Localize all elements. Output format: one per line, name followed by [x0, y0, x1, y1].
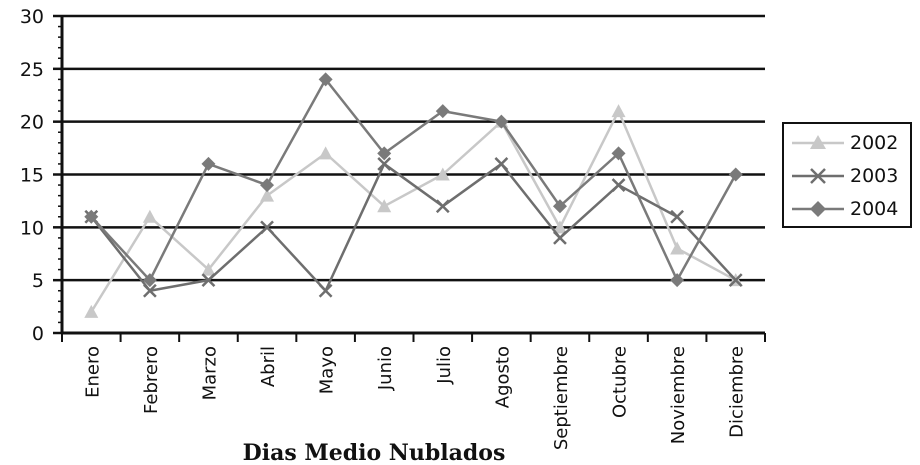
data-point	[142, 273, 157, 288]
data-point	[318, 283, 333, 298]
marker-stroke	[494, 157, 509, 171]
x-tick-label: Junio	[375, 346, 396, 391]
data-point	[260, 178, 275, 193]
data-point	[201, 273, 216, 288]
diamond-marker-icon	[792, 201, 844, 217]
data-point	[84, 209, 99, 224]
data-point	[670, 273, 685, 288]
data-point	[201, 262, 216, 276]
legend: 2002 2003 2004	[782, 122, 912, 228]
x-tick-label: Mayo	[317, 346, 338, 394]
data-point	[318, 72, 333, 87]
data-point	[611, 104, 626, 118]
legend-label: 2002	[850, 132, 899, 154]
data-point	[435, 199, 450, 214]
data-point	[728, 273, 743, 288]
data-point	[142, 209, 157, 223]
y-tick-label: 30	[20, 6, 44, 28]
marker-stroke	[201, 273, 216, 288]
data-point	[553, 231, 567, 245]
series-2004	[84, 72, 743, 288]
x-tick-labels: Enero Febrero Marzo Abril Mayo Junio Julio Agos…	[82, 346, 747, 450]
y-tick-label: 15	[20, 165, 44, 187]
data-point	[377, 146, 392, 161]
marker-stroke	[318, 283, 333, 298]
series-line	[90, 78, 737, 282]
data-point	[728, 167, 743, 182]
legend-label: 2004	[850, 198, 899, 220]
chart-title: Dias Medio Nublados	[243, 440, 506, 465]
marker-stroke	[611, 178, 626, 192]
legend-item-2002: 2002	[784, 128, 910, 158]
data-point	[377, 199, 392, 213]
data-point	[611, 178, 626, 192]
y-tick-label: 20	[20, 112, 44, 134]
data-point	[201, 156, 216, 171]
marker-stroke	[435, 199, 450, 214]
triangle-marker-icon	[792, 135, 844, 149]
data-point	[318, 146, 333, 160]
series-line	[90, 109, 737, 313]
y-tick-label: 5	[32, 270, 44, 292]
gridlines	[62, 14, 765, 282]
legend-item-2004: 2004	[784, 194, 910, 224]
x-tick-label: Abril	[258, 346, 279, 387]
data-point	[494, 157, 509, 171]
data-point	[494, 114, 509, 129]
data-point	[260, 188, 275, 202]
data-point	[377, 157, 392, 171]
x-marker-icon	[792, 168, 844, 184]
marker-stroke	[670, 209, 685, 224]
x-tick-label: Diciembre	[727, 346, 748, 438]
x-tick-label: Marzo	[199, 346, 220, 400]
axes	[53, 14, 766, 342]
x-tick-label: Octubre	[610, 346, 631, 418]
legend-item-2003: 2003	[784, 161, 910, 191]
data-point	[435, 104, 450, 119]
x-tick-label: Julio	[434, 346, 455, 385]
marker-stroke	[260, 220, 274, 235]
data-point	[435, 167, 450, 181]
x-tick-label: Enero	[82, 346, 103, 398]
marker-stroke	[553, 231, 567, 245]
y-tick-labels: 0 5 10 15 20 25 30	[20, 6, 44, 345]
data-point	[84, 304, 99, 318]
marker-stroke	[377, 157, 392, 171]
y-tick-label: 0	[32, 323, 44, 345]
data-point	[552, 220, 567, 234]
data-point	[552, 199, 567, 214]
legend-label: 2003	[850, 165, 899, 187]
data-point	[670, 241, 685, 255]
x-tick-label: Septiembre	[551, 346, 572, 450]
series-lines	[84, 72, 743, 318]
data-point	[260, 220, 274, 235]
data-point	[670, 209, 685, 224]
x-tick-label: Noviembre	[668, 346, 689, 444]
data-point	[611, 146, 626, 161]
data-point	[142, 283, 157, 298]
y-tick-label: 10	[20, 217, 44, 239]
series-2002	[84, 104, 743, 318]
marker-stroke	[728, 273, 743, 288]
x-tick-label: Agosto	[492, 346, 513, 408]
y-tick-label: 25	[20, 59, 44, 81]
x-tick-label: Febrero	[141, 346, 162, 414]
series-line	[90, 162, 737, 292]
marker-stroke	[142, 283, 157, 298]
